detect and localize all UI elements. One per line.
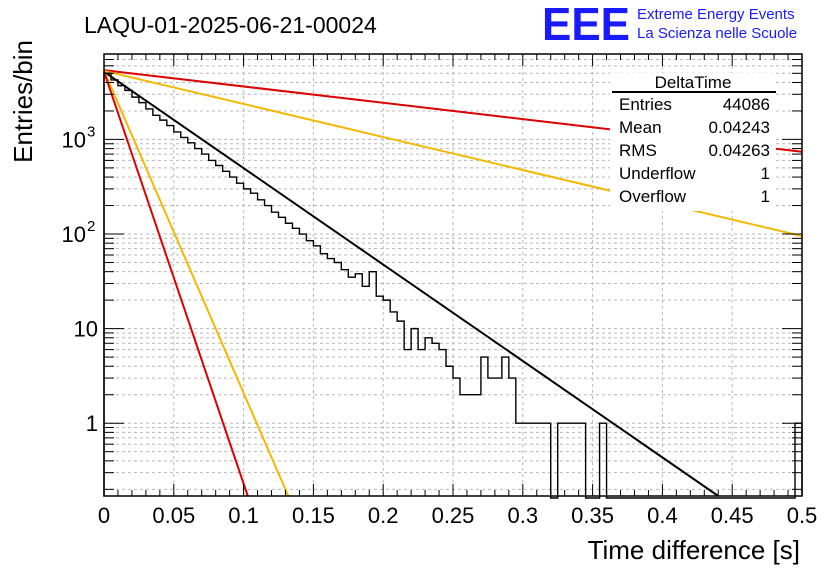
x-tick-label: 0.2 xyxy=(368,503,399,528)
x-tick-label: 0.45 xyxy=(711,503,754,528)
x-axis-label: Time difference [s] xyxy=(588,535,800,565)
x-tick-label: 0.25 xyxy=(432,503,475,528)
stats-label-mean: Mean xyxy=(619,118,662,137)
x-tick-label: 0.35 xyxy=(571,503,614,528)
histogram-outline xyxy=(103,72,803,499)
chart-title: LAQU-01-2025-06-21-00024 xyxy=(84,12,377,38)
x-tick-label: 0.5 xyxy=(787,503,818,528)
stats-box-background xyxy=(610,73,776,211)
logo-line2: La Scienza nelle Scuole xyxy=(637,25,797,42)
x-tick-label: 0.3 xyxy=(508,503,539,528)
y-tick-label: 10 xyxy=(62,127,86,152)
stats-value-rms: 0.04263 xyxy=(709,141,770,160)
x-tick-label: 0 xyxy=(98,503,110,528)
stats-value-overflow: 1 xyxy=(761,187,770,206)
logo: EEE Extreme Energy Events La Scienza nel… xyxy=(542,0,797,50)
stats-value-mean: 0.04243 xyxy=(709,118,770,137)
stats-value-entries: 44086 xyxy=(723,95,770,114)
stats-box: DeltaTime Entries 44086 Mean 0.04243 RMS… xyxy=(610,73,776,211)
logo-letters: EEE xyxy=(542,0,630,50)
y-tick-label: 1 xyxy=(86,411,98,436)
y-tick-exponent: 3 xyxy=(87,123,95,140)
x-tick-label: 0.4 xyxy=(647,503,678,528)
stats-label-underflow: Underflow xyxy=(619,164,696,183)
x-tick-label: 0.05 xyxy=(152,503,195,528)
y-tick-label: 10 xyxy=(74,317,98,342)
logo-line1: Extreme Energy Events xyxy=(637,6,795,23)
x-tick-label: 0.1 xyxy=(228,503,259,528)
axis-ticks: 0 0.05 0.1 0.15 0.2 0.25 0.3 0.35 0.4 0.45 0.5 1 10 1… xyxy=(62,53,818,528)
y-axis-label: Entries/bin xyxy=(8,40,38,163)
stats-value-underflow: 1 xyxy=(761,164,770,183)
y-tick-exponent: 2 xyxy=(87,218,95,235)
fit-line-red-fast xyxy=(103,71,249,497)
stats-label-rms: RMS xyxy=(619,141,657,160)
x-tick-label: 0.15 xyxy=(292,503,335,528)
stats-label-entries: Entries xyxy=(619,95,672,114)
fit-line-fit xyxy=(103,70,719,497)
stats-label-overflow: Overflow xyxy=(619,187,687,206)
y-tick-label: 10 xyxy=(62,222,86,247)
stats-title: DeltaTime xyxy=(655,73,732,92)
fit-line-yellow-fast xyxy=(103,70,290,497)
